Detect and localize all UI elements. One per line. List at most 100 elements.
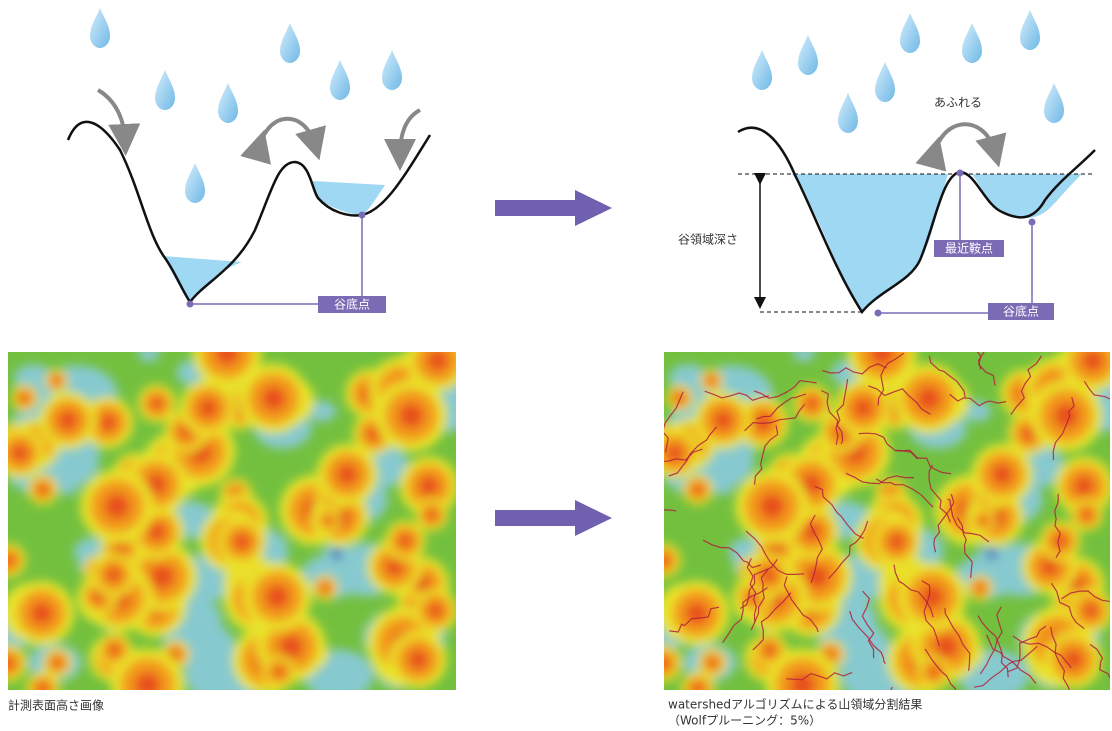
- droplet: [382, 50, 402, 90]
- blob: [987, 549, 997, 559]
- water: [792, 174, 948, 312]
- droplet: [875, 62, 895, 102]
- droplet: [838, 93, 858, 133]
- blob: [135, 672, 160, 697]
- blob: [150, 397, 163, 410]
- blob: [920, 585, 944, 609]
- page: 谷底点 あふれる 谷領域深さ 最近鞍点 谷底点 計測表面高さ画像 watersh…: [0, 0, 1112, 731]
- droplet: [798, 35, 818, 75]
- point: [187, 301, 194, 308]
- valley-bottom-label: 谷底点: [334, 297, 370, 312]
- blob: [398, 534, 412, 548]
- blob: [1063, 650, 1083, 670]
- blob: [30, 602, 52, 624]
- overflow-label: あふれる: [934, 96, 982, 110]
- blob: [649, 649, 677, 677]
- blob: [99, 414, 117, 432]
- blob: [979, 516, 988, 525]
- blob: [109, 644, 121, 656]
- arrow: [495, 500, 612, 536]
- droplet: [218, 83, 238, 123]
- blob: [233, 533, 250, 550]
- blob: [399, 403, 424, 428]
- terrain: [68, 122, 430, 302]
- blob: [148, 522, 167, 541]
- blob: [426, 509, 437, 520]
- blob: [408, 650, 428, 670]
- height-image: [0, 318, 484, 721]
- caption: watershedアルゴリズムによる山領域分割結果: [668, 697, 922, 712]
- water: [972, 174, 1082, 218]
- droplet: [280, 23, 300, 63]
- blob: [215, 341, 239, 365]
- caption: 計測表面高さ画像: [8, 698, 104, 713]
- overflow-arrow: [935, 124, 995, 152]
- blob: [37, 683, 49, 695]
- blob: [1081, 509, 1092, 520]
- blob: [324, 516, 333, 525]
- blob: [273, 666, 284, 677]
- blob: [58, 410, 78, 430]
- blob: [104, 494, 129, 519]
- blob: [37, 484, 48, 495]
- blob: [321, 583, 330, 592]
- blob: [337, 464, 358, 485]
- blob: [805, 397, 818, 410]
- blob: [803, 522, 822, 541]
- blob: [1074, 476, 1094, 496]
- blob: [707, 657, 717, 667]
- droplet: [900, 13, 920, 53]
- blob: [976, 583, 985, 592]
- blob: [262, 386, 286, 410]
- blob: [332, 549, 342, 559]
- droplets: [90, 8, 1064, 203]
- blob: [52, 377, 60, 385]
- blob: [759, 494, 784, 519]
- blob: [419, 476, 439, 496]
- blob: [428, 603, 443, 618]
- right-diagram: あふれる 谷領域深さ 最近鞍点 谷底点: [678, 96, 1095, 321]
- blob: [853, 398, 873, 418]
- blob: [651, 548, 677, 574]
- blob: [11, 444, 29, 462]
- blob: [52, 657, 62, 667]
- caption: （Wolfプルーニング：5%）: [668, 714, 821, 728]
- blob: [790, 672, 815, 697]
- saddle-label: 最近鞍点: [945, 241, 993, 256]
- point: [1029, 219, 1036, 226]
- blob: [707, 377, 715, 385]
- blob: [1082, 350, 1103, 371]
- blob: [198, 398, 218, 418]
- segmented-image: [612, 302, 1112, 731]
- blob: [279, 635, 303, 659]
- blob: [888, 533, 905, 550]
- valley-bottom-label: 谷底点: [1003, 304, 1039, 319]
- blob: [1083, 603, 1098, 618]
- flow-arrow: [98, 90, 125, 140]
- blob: [265, 585, 289, 609]
- blob: [992, 464, 1013, 485]
- blob: [692, 484, 703, 495]
- blob: [805, 564, 829, 588]
- droplet: [185, 163, 205, 203]
- left-diagram: 谷底点: [68, 90, 430, 313]
- blob: [150, 564, 174, 588]
- blob: [764, 644, 776, 656]
- point: [875, 310, 882, 317]
- droplet: [330, 60, 350, 100]
- blob: [137, 345, 160, 361]
- droplet: [155, 70, 175, 110]
- blob: [656, 657, 669, 670]
- blob: [3, 554, 15, 566]
- flow-arrow: [260, 119, 315, 145]
- flow-arrow: [400, 110, 420, 155]
- droplet: [1020, 10, 1040, 50]
- droplet: [962, 23, 982, 63]
- blob: [934, 635, 958, 659]
- droplet: [752, 50, 772, 90]
- depth-label: 谷領域深さ: [678, 232, 738, 247]
- blob: [692, 683, 704, 695]
- arrow: [495, 190, 612, 226]
- point: [359, 212, 366, 219]
- blob: [792, 345, 815, 361]
